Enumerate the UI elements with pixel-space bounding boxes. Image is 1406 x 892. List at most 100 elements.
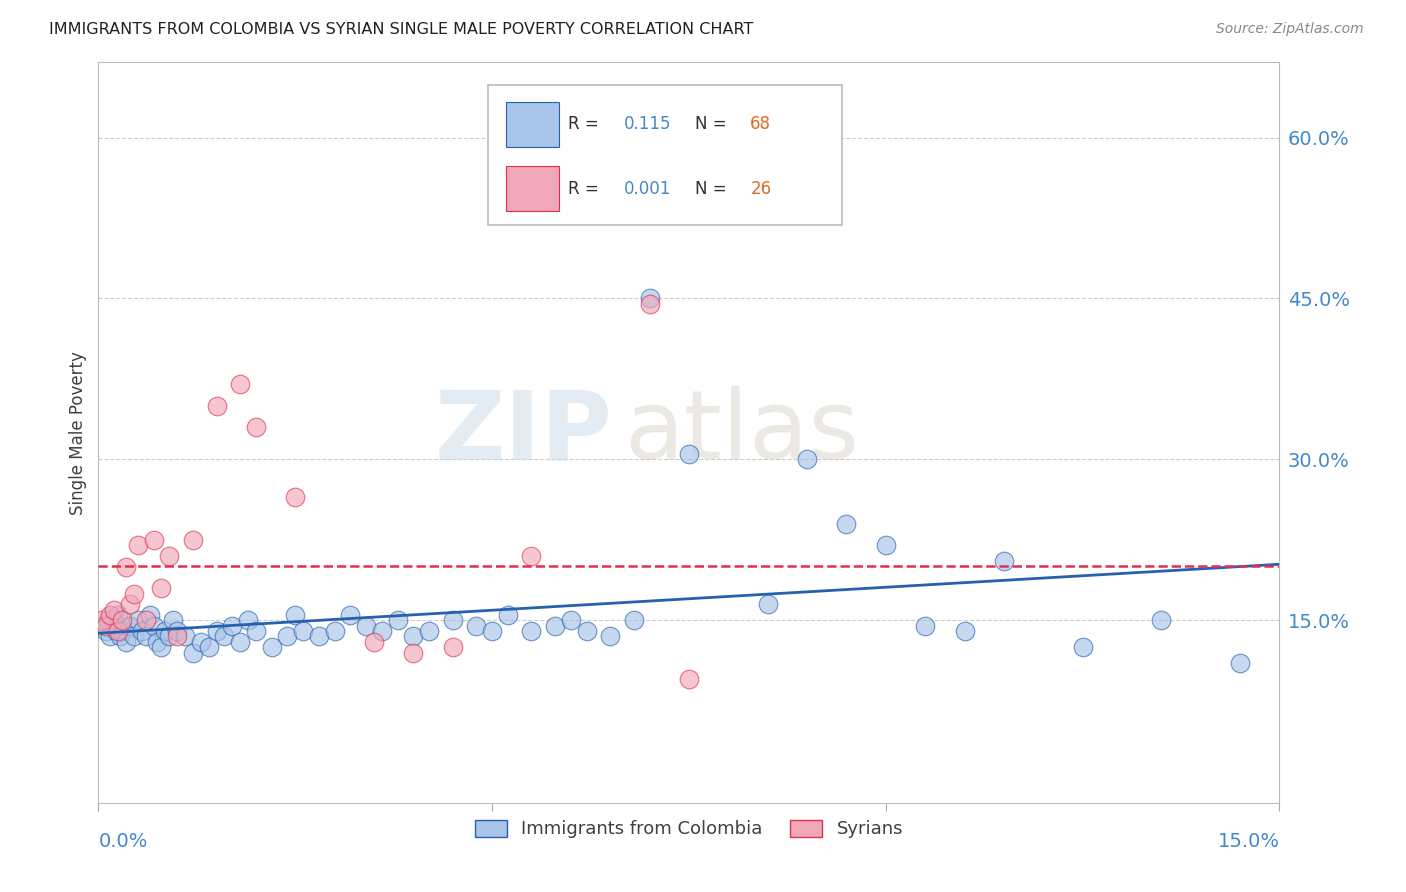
Point xyxy=(138,607,160,622)
Point xyxy=(599,630,621,644)
Point xyxy=(756,597,779,611)
Point xyxy=(575,624,598,639)
Point xyxy=(441,640,464,655)
Point xyxy=(1150,614,1173,628)
Point xyxy=(560,614,582,628)
Point xyxy=(96,619,118,633)
Point xyxy=(245,420,267,434)
Point xyxy=(418,624,440,639)
Point xyxy=(190,635,212,649)
Point xyxy=(638,292,661,306)
Point xyxy=(107,607,129,622)
Point xyxy=(135,630,157,644)
Text: R =: R = xyxy=(568,115,605,133)
Point xyxy=(284,490,307,504)
Point xyxy=(520,624,543,639)
Point xyxy=(142,533,165,547)
Bar xyxy=(506,166,560,211)
Point xyxy=(339,607,361,622)
Point xyxy=(118,597,141,611)
Point xyxy=(284,607,307,622)
Point xyxy=(91,619,114,633)
Point xyxy=(796,452,818,467)
Point xyxy=(835,516,858,531)
Point xyxy=(135,614,157,628)
Point xyxy=(953,624,976,639)
Point xyxy=(914,619,936,633)
Point xyxy=(146,635,169,649)
Text: 68: 68 xyxy=(751,115,772,133)
Point xyxy=(371,624,394,639)
Point xyxy=(678,447,700,461)
Point xyxy=(127,614,149,628)
Point xyxy=(363,635,385,649)
Point xyxy=(157,630,180,644)
Text: 0.115: 0.115 xyxy=(624,115,672,133)
Point xyxy=(98,630,121,644)
Point xyxy=(118,619,141,633)
Point xyxy=(481,624,503,639)
Point xyxy=(229,377,252,392)
Text: R =: R = xyxy=(568,180,605,198)
Point xyxy=(544,619,567,633)
Legend: Immigrants from Colombia, Syrians: Immigrants from Colombia, Syrians xyxy=(467,813,911,846)
Point xyxy=(1071,640,1094,655)
Point xyxy=(638,297,661,311)
Point xyxy=(155,624,177,639)
Point xyxy=(111,624,134,639)
Point xyxy=(214,630,236,644)
Text: Source: ZipAtlas.com: Source: ZipAtlas.com xyxy=(1216,22,1364,37)
Point xyxy=(465,619,488,633)
Point xyxy=(308,630,330,644)
Text: 15.0%: 15.0% xyxy=(1218,832,1279,852)
Point xyxy=(354,619,377,633)
Point xyxy=(236,614,259,628)
Point xyxy=(276,630,298,644)
Point xyxy=(150,640,173,655)
Point xyxy=(104,624,127,639)
Point xyxy=(174,630,197,644)
Point xyxy=(181,533,204,547)
Text: ZIP: ZIP xyxy=(434,386,612,479)
Point xyxy=(197,640,219,655)
Point xyxy=(387,614,409,628)
Point xyxy=(323,624,346,639)
Text: 26: 26 xyxy=(751,180,772,198)
Point xyxy=(127,538,149,552)
Text: 0.0%: 0.0% xyxy=(98,832,148,852)
Point xyxy=(260,640,283,655)
Point xyxy=(402,646,425,660)
Point xyxy=(157,549,180,563)
Bar xyxy=(506,102,560,146)
Point xyxy=(875,538,897,552)
Point xyxy=(142,619,165,633)
Point xyxy=(107,624,129,639)
Point xyxy=(111,614,134,628)
Text: atlas: atlas xyxy=(624,386,859,479)
Point xyxy=(205,399,228,413)
Point xyxy=(292,624,315,639)
Text: N =: N = xyxy=(695,180,731,198)
Text: N =: N = xyxy=(695,115,731,133)
Point xyxy=(205,624,228,639)
Point xyxy=(623,614,645,628)
Point xyxy=(181,646,204,660)
FancyBboxPatch shape xyxy=(488,85,842,226)
Point xyxy=(98,607,121,622)
Point xyxy=(166,624,188,639)
Point xyxy=(101,619,124,633)
Point xyxy=(678,673,700,687)
Point xyxy=(150,581,173,595)
Point xyxy=(221,619,243,633)
Point xyxy=(97,614,120,628)
Y-axis label: Single Male Poverty: Single Male Poverty xyxy=(69,351,87,515)
Point xyxy=(115,635,138,649)
Point xyxy=(103,602,125,616)
Point xyxy=(441,614,464,628)
Point xyxy=(122,586,145,600)
Point xyxy=(122,630,145,644)
Point xyxy=(166,630,188,644)
Point xyxy=(162,614,184,628)
Point xyxy=(229,635,252,649)
Point xyxy=(993,554,1015,568)
